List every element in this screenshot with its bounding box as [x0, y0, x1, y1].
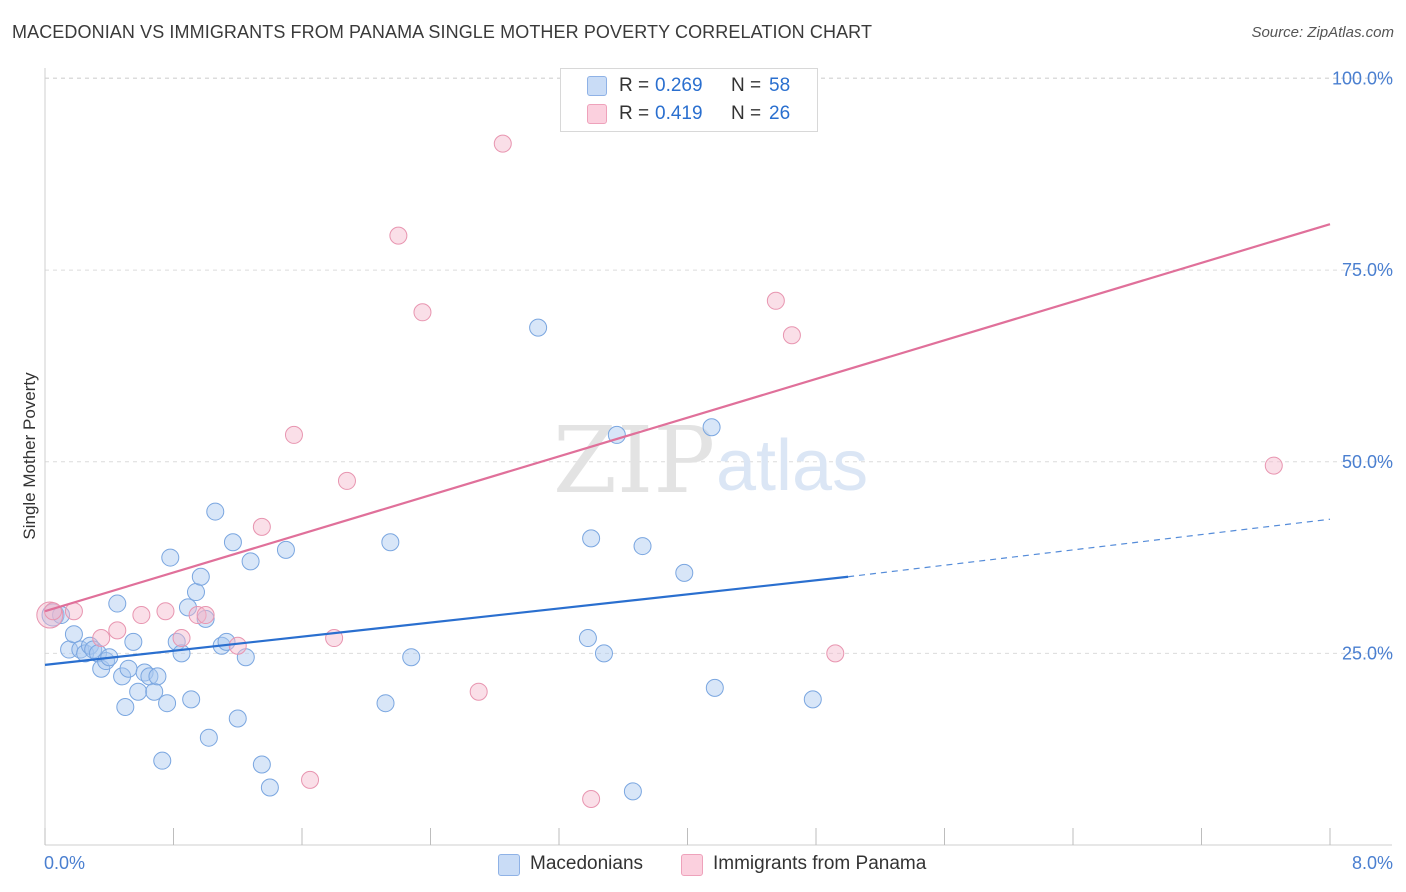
legend-r-value: 0.269 [655, 75, 703, 96]
point-macedonians [191, 567, 210, 586]
y-tick-label: 50.0% [1342, 452, 1393, 472]
point-macedonians [381, 533, 400, 552]
point-macedonians [64, 625, 83, 644]
point-macedonians [199, 728, 218, 747]
legend-swatch-macedonians [587, 76, 607, 96]
point-macedonians [153, 751, 172, 770]
legend-r-label: R = [619, 75, 650, 96]
point-macedonians [108, 594, 127, 613]
point-macedonians [402, 648, 421, 667]
point-macedonians [578, 629, 597, 648]
point-macedonians [148, 667, 167, 686]
point-macedonians [623, 782, 642, 801]
watermark-zip: ZIP [553, 407, 715, 514]
point-panama [92, 629, 111, 648]
point-panama [337, 471, 356, 490]
chart-title: MACEDONIAN VS IMMIGRANTS FROM PANAMA SIN… [12, 22, 873, 42]
legend-swatch-panama [681, 854, 703, 876]
point-macedonians [252, 755, 271, 774]
point-panama [252, 517, 271, 536]
point-macedonians [803, 690, 822, 709]
point-panama [413, 303, 432, 322]
point-macedonians [376, 694, 395, 713]
point-macedonians [260, 778, 279, 797]
point-macedonians [124, 632, 143, 651]
watermark: ZIP atlas [553, 407, 868, 514]
point-panama [389, 226, 408, 245]
axis-labels: Single Mother Poverty 25.0% 50.0% 75.0% 100… [20, 69, 1393, 874]
point-macedonians [223, 533, 242, 552]
point-macedonians [161, 548, 180, 567]
point-macedonians [702, 418, 721, 437]
point-macedonians [116, 698, 135, 717]
point-panama [172, 629, 191, 648]
point-macedonians [705, 678, 724, 697]
trend-line-macedonians [44, 575, 849, 666]
legend-n-label: N = [731, 103, 762, 124]
point-panama [132, 606, 151, 625]
point-macedonians [129, 682, 148, 701]
point-macedonians [529, 318, 548, 337]
source-label: Source: ZipAtlas.com [1251, 24, 1394, 41]
legend-n-value: 26 [769, 103, 791, 124]
y-tick-label: 25.0% [1342, 643, 1393, 663]
point-macedonians [241, 552, 260, 571]
watermark-atlas: atlas [716, 426, 868, 506]
point-macedonians [172, 644, 191, 663]
x-tick-label: 0.0% [44, 853, 85, 873]
point-panama [156, 602, 175, 621]
trend-lines [44, 223, 1331, 666]
point-panama [826, 644, 845, 663]
x-tick-label: 8.0% [1352, 853, 1393, 873]
legend-n-label: N = [731, 75, 762, 96]
point-macedonians [633, 537, 652, 556]
y-tick-label: 100.0% [1332, 69, 1393, 89]
correlation-legend: R = 0.269 N = 58 R = 0.419 N = 26 [560, 68, 818, 132]
point-macedonians [178, 598, 197, 617]
point-macedonians [145, 682, 164, 701]
point-macedonians [675, 563, 694, 582]
legend-swatch-panama [587, 104, 607, 124]
legend-r-value: 0.419 [655, 103, 703, 124]
data-points [36, 69, 1283, 809]
y-tick-label: 75.0% [1342, 260, 1393, 280]
point-panama [301, 770, 320, 789]
point-panama [582, 790, 601, 809]
point-macedonians [582, 529, 601, 548]
legend-r-label: R = [619, 103, 650, 124]
point-panama [766, 291, 785, 310]
point-macedonians [186, 583, 205, 602]
point-panama [469, 682, 488, 701]
point-macedonians [228, 709, 247, 728]
point-panama [284, 425, 303, 444]
point-macedonians [158, 694, 177, 713]
point-panama [1264, 456, 1283, 475]
point-panama [228, 636, 247, 655]
trend-line-panama [44, 223, 1331, 613]
axes [44, 68, 1392, 846]
point-panama [196, 606, 215, 625]
legend-swatch-macedonians [498, 854, 520, 876]
point-macedonians [182, 690, 201, 709]
point-macedonians [119, 659, 138, 678]
point-macedonians [594, 644, 613, 663]
point-macedonians [113, 667, 132, 686]
point-panama [108, 621, 127, 640]
legend-n-value: 58 [769, 75, 791, 96]
legend-label-panama: Immigrants from Panama [713, 853, 927, 874]
legend-label-macedonians: Macedonians [530, 853, 644, 874]
point-panama [782, 326, 801, 345]
trend-line-macedonians-extrapolated [848, 518, 1331, 578]
y-axis-label: Single Mother Poverty [20, 372, 39, 540]
point-macedonians [206, 502, 225, 521]
point-macedonians [276, 540, 295, 559]
point-panama [493, 134, 512, 153]
